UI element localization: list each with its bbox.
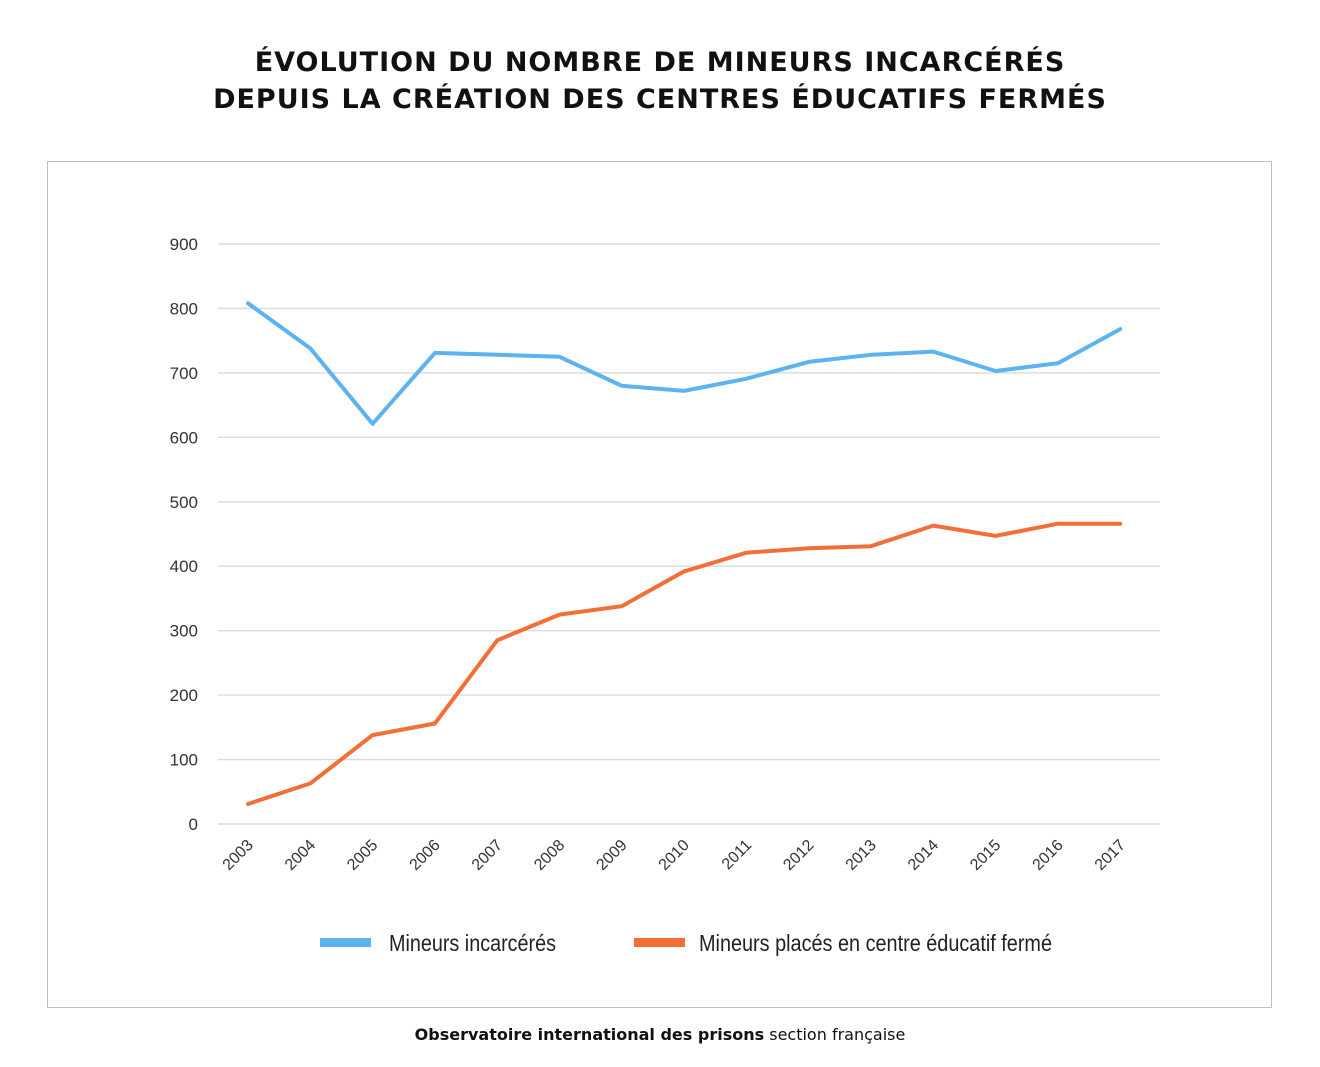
chart-frame xyxy=(47,161,1272,1008)
legend-label-1: Mineurs incarcérés xyxy=(389,930,556,956)
y-tick-label: 300 xyxy=(170,622,198,641)
y-tick-label: 700 xyxy=(170,364,198,383)
y-tick-label: 600 xyxy=(170,428,198,447)
source-credit: Observatoire international des prisons s… xyxy=(0,1025,1320,1044)
y-tick-label: 800 xyxy=(170,299,198,318)
legend-swatch-2 xyxy=(634,938,685,947)
legend: Mineurs incarcérés Mineurs placés en cent… xyxy=(320,930,1052,956)
y-tick-label: 400 xyxy=(170,557,198,576)
y-tick-label: 900 xyxy=(170,235,198,254)
y-tick-label: 500 xyxy=(170,493,198,512)
series-line-2 xyxy=(246,521,1123,806)
gridlines xyxy=(218,243,1160,825)
series-line-1 xyxy=(246,301,1123,426)
source-organization: Observatoire international des prisons xyxy=(414,1025,765,1044)
source-section: section française xyxy=(764,1025,906,1044)
legend-swatch-1 xyxy=(320,938,371,947)
chart-title-line-2: DEPUIS LA CRÉATION DES CENTRES ÉDUCATIFS… xyxy=(213,84,1107,115)
y-tick-label: 200 xyxy=(170,686,198,705)
y-tick-label: 100 xyxy=(170,751,198,770)
y-tick-label: 0 xyxy=(189,815,198,834)
chart-title: ÉVOLUTION DU NOMBRE DE MINEURS INCARCÉRÉ… xyxy=(0,44,1320,118)
y-axis-tick-labels: 0 100 200 300 400 500 600 700 800 900 xyxy=(170,235,198,834)
legend-label-2: Mineurs placés en centre éducatif fermé xyxy=(699,930,1052,956)
chart-title-line-1: ÉVOLUTION DU NOMBRE DE MINEURS INCARCÉRÉ… xyxy=(254,47,1066,78)
series-lines xyxy=(246,301,1123,806)
